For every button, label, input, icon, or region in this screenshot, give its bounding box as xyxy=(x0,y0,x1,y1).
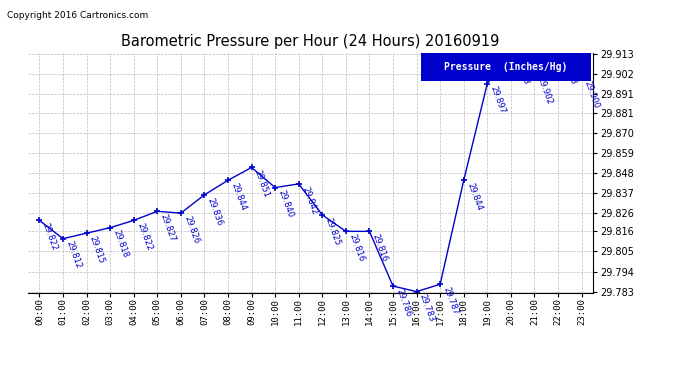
Text: 29.840: 29.840 xyxy=(277,189,295,219)
Text: 29.844: 29.844 xyxy=(465,182,484,212)
Text: 29.836: 29.836 xyxy=(206,196,224,227)
Text: 29.827: 29.827 xyxy=(159,213,177,243)
Title: Barometric Pressure per Hour (24 Hours) 20160919: Barometric Pressure per Hour (24 Hours) … xyxy=(121,33,500,48)
Text: Copyright 2016 Cartronics.com: Copyright 2016 Cartronics.com xyxy=(7,11,148,20)
Text: 29.815: 29.815 xyxy=(88,235,106,265)
Text: 29.822: 29.822 xyxy=(135,222,153,252)
Text: 29.816: 29.816 xyxy=(371,233,389,263)
Text: 29.822: 29.822 xyxy=(41,222,59,252)
Text: 29.902: 29.902 xyxy=(536,76,554,106)
Text: 29.897: 29.897 xyxy=(489,85,507,116)
Text: 29.842: 29.842 xyxy=(300,185,319,216)
Text: 29.844: 29.844 xyxy=(229,182,248,212)
Text: 29.816: 29.816 xyxy=(347,233,366,263)
Text: 29.787: 29.787 xyxy=(442,286,460,316)
Text: 29.900: 29.900 xyxy=(583,80,601,110)
Text: 29.913: 29.913 xyxy=(560,56,578,86)
Text: 29.826: 29.826 xyxy=(182,214,201,245)
Text: 29.851: 29.851 xyxy=(253,169,271,199)
Text: 29.812: 29.812 xyxy=(64,240,83,270)
Text: 29.786: 29.786 xyxy=(395,288,413,318)
Text: 29.783: 29.783 xyxy=(418,293,437,324)
Text: 29.825: 29.825 xyxy=(324,216,342,247)
Text: 29.818: 29.818 xyxy=(112,229,130,260)
Text: 29.913: 29.913 xyxy=(512,56,531,86)
